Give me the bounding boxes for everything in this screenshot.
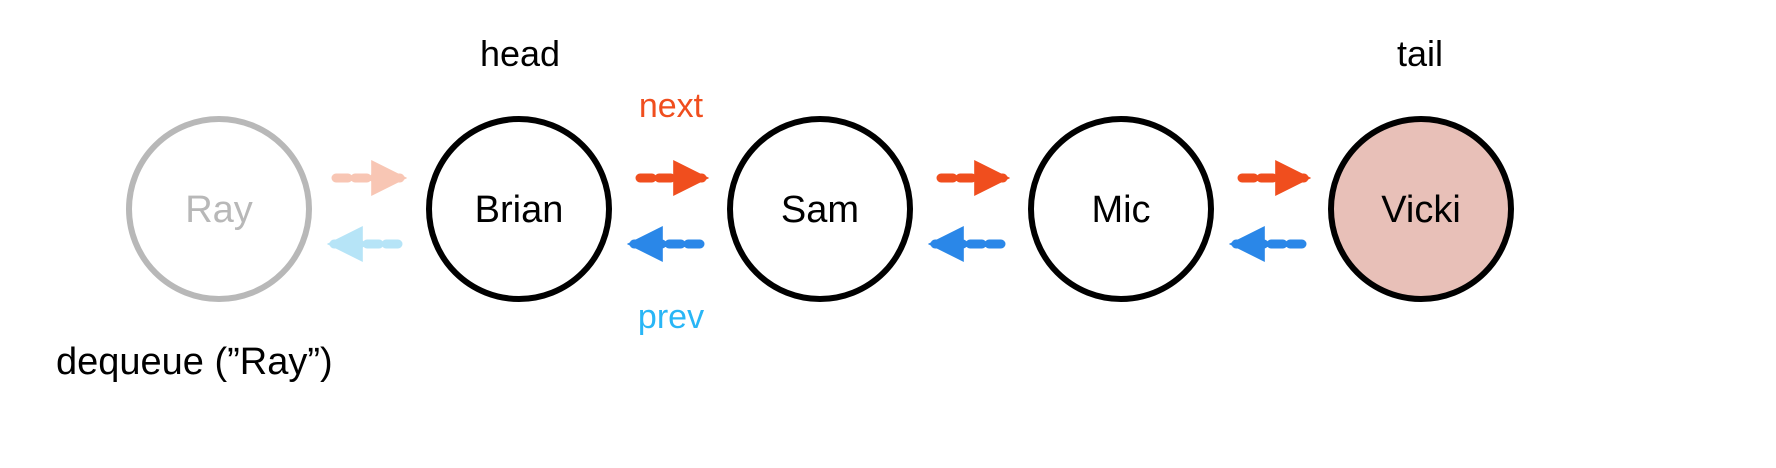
tail-label: tail <box>1397 33 1443 74</box>
node-sam: Sam <box>727 116 913 302</box>
next-label: next <box>639 87 704 125</box>
node-ray-label: Ray <box>185 189 253 231</box>
prev-label: prev <box>638 298 704 336</box>
node-mic-label: Mic <box>1091 189 1150 231</box>
node-vicki-label: Vicki <box>1381 189 1461 231</box>
node-mic-circle <box>1028 116 1214 302</box>
node-mic: Mic <box>1028 116 1214 302</box>
node-brian-circle <box>426 116 612 302</box>
dequeue-caption: dequeue (”Ray”) <box>56 341 333 383</box>
node-ray: Ray <box>126 116 312 302</box>
node-ray-circle <box>126 116 312 302</box>
node-sam-circle <box>727 116 913 302</box>
node-vicki: Vicki <box>1328 116 1514 302</box>
head-label: head <box>480 33 560 74</box>
node-brian: Brian <box>426 116 612 302</box>
node-brian-label: Brian <box>475 189 564 231</box>
node-sam-label: Sam <box>781 189 859 231</box>
node-vicki-circle <box>1328 116 1514 302</box>
